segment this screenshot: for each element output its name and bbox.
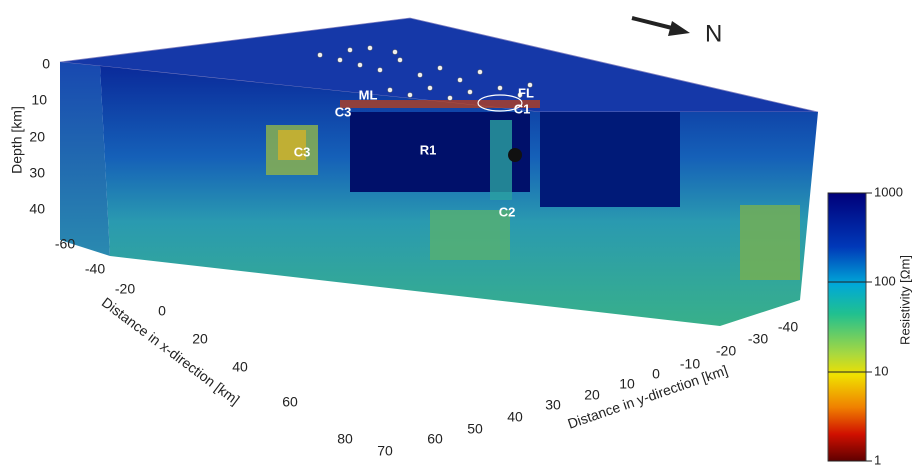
annotation: ML <box>359 87 378 102</box>
model-block <box>59 17 819 326</box>
x-tick-label: 80 <box>337 431 353 447</box>
x-tick-label: 0 <box>158 303 166 319</box>
colorbar <box>827 192 867 462</box>
depth-tick-label: 40 <box>29 201 45 217</box>
x-tick-label: -60 <box>55 236 75 252</box>
north-label: N <box>705 20 722 47</box>
colorbar-tick-label: 10 <box>874 363 888 378</box>
y-tick-label: -30 <box>748 331 768 347</box>
depth-tick-label: 10 <box>31 92 47 108</box>
annotation: C2 <box>499 204 516 219</box>
y-tick-label: 60 <box>427 431 443 447</box>
y-tick-label: -40 <box>778 319 798 335</box>
y-tick-label: -20 <box>716 343 736 359</box>
colorbar-tick-label: 1000 <box>874 184 903 199</box>
annotation: C1 <box>514 101 531 116</box>
depth-tick-label: 0 <box>42 56 50 72</box>
colorbar-label: Resistivity [Ωm] <box>897 255 912 345</box>
annotation: C3 <box>294 144 311 159</box>
x-tick-label: -40 <box>85 261 105 277</box>
y-tick-label: 10 <box>619 376 635 392</box>
depth-tick-label: 30 <box>29 165 45 181</box>
x-tick-label: -20 <box>115 281 135 297</box>
colorbar-tick-label: 1 <box>874 452 881 467</box>
depth-axis-label: Depth [km] <box>9 106 25 174</box>
y-tick-label: 70 <box>377 443 393 459</box>
y-tick-label: 20 <box>584 387 600 403</box>
y-tick-label: 0 <box>652 366 660 382</box>
y-tick-label: 30 <box>545 397 561 413</box>
x-tick-label: 20 <box>192 331 208 347</box>
north-arrow: N <box>631 16 722 47</box>
annotation: R1 <box>420 142 437 157</box>
x-tick-label: 60 <box>282 394 298 410</box>
x-tick-label: 40 <box>232 359 248 375</box>
depth-tick-label: 20 <box>29 129 45 145</box>
y-tick-label: -10 <box>680 356 700 372</box>
annotation: C3 <box>335 104 352 119</box>
x-axis-label: Distance in x-direction [km] <box>99 294 243 408</box>
y-tick-label: 50 <box>467 421 483 437</box>
y-tick-label: 40 <box>507 409 523 425</box>
colorbar-tick-label: 100 <box>874 273 896 288</box>
annotation: FL <box>518 85 534 100</box>
